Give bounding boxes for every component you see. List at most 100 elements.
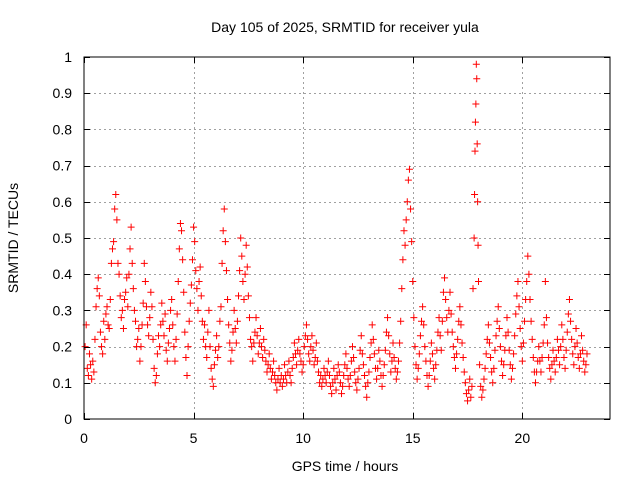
data-point <box>511 332 519 340</box>
data-point <box>477 382 485 390</box>
data-point <box>140 259 148 267</box>
data-point <box>135 325 143 332</box>
data-point <box>578 332 586 340</box>
data-point <box>305 350 313 358</box>
data-point <box>544 339 552 347</box>
data-point <box>300 343 308 351</box>
data-point <box>413 375 421 383</box>
data-point <box>393 368 401 376</box>
data-point <box>231 325 239 332</box>
data-point <box>111 205 119 213</box>
data-point <box>206 343 214 351</box>
data-point <box>319 375 327 383</box>
data-point <box>157 321 165 329</box>
data-point <box>487 353 495 361</box>
data-point <box>395 357 403 365</box>
data-point <box>287 379 295 387</box>
data-point <box>221 238 229 246</box>
data-point <box>504 328 512 336</box>
data-point <box>408 238 416 246</box>
data-point <box>556 361 564 369</box>
data-point <box>171 357 179 365</box>
data-point <box>344 375 352 383</box>
data-point <box>561 364 569 372</box>
data-point <box>445 306 453 314</box>
data-point <box>542 314 550 322</box>
data-point <box>151 379 159 387</box>
data-point <box>186 299 194 307</box>
data-point <box>369 335 377 343</box>
data-point <box>426 357 434 365</box>
data-point <box>150 364 158 372</box>
data-point <box>294 346 302 354</box>
data-point <box>469 285 477 293</box>
data-point <box>474 198 482 206</box>
data-point <box>546 364 554 372</box>
data-point <box>208 375 216 383</box>
data-point <box>284 368 292 376</box>
data-point <box>239 277 247 285</box>
data-point <box>370 350 378 358</box>
data-point <box>114 259 122 267</box>
data-point <box>441 274 449 282</box>
data-point <box>466 375 474 383</box>
data-point <box>312 339 320 347</box>
data-point <box>524 252 532 260</box>
data-point <box>256 325 264 332</box>
x-tick-label: 0 <box>80 430 88 446</box>
data-point <box>91 335 99 343</box>
data-point <box>535 343 543 351</box>
data-point <box>87 361 95 369</box>
data-point <box>364 379 372 387</box>
data-point <box>427 339 435 347</box>
data-point <box>547 375 555 383</box>
data-point <box>222 267 230 275</box>
data-point <box>279 375 287 383</box>
data-point <box>118 306 126 314</box>
data-point <box>499 372 507 380</box>
data-point <box>390 353 398 361</box>
data-point <box>399 256 407 264</box>
data-point <box>506 361 514 369</box>
data-point <box>493 317 501 325</box>
data-point <box>473 140 481 148</box>
data-point <box>302 321 310 329</box>
data-point <box>471 191 479 199</box>
data-point <box>411 343 419 351</box>
data-point <box>359 361 367 369</box>
data-point <box>298 368 306 376</box>
data-point <box>391 364 399 372</box>
data-point <box>398 285 406 293</box>
data-point <box>204 328 212 336</box>
data-point <box>333 372 341 380</box>
data-point <box>428 350 436 358</box>
data-point <box>258 343 266 351</box>
data-point <box>475 277 482 285</box>
data-point <box>96 328 104 336</box>
data-point <box>330 364 338 372</box>
data-point <box>174 277 182 285</box>
data-point <box>455 317 463 325</box>
data-point <box>307 343 315 351</box>
x-tick-labels: 0 5 10 15 20 <box>80 430 530 446</box>
x-axis-label: GPS time / hours <box>292 458 399 474</box>
data-point <box>217 303 225 311</box>
data-point <box>339 382 347 390</box>
data-point <box>209 382 217 390</box>
data-point <box>130 306 138 314</box>
data-point <box>403 198 411 206</box>
y-tick-label: 0.1 <box>53 375 73 391</box>
data-point <box>472 60 480 68</box>
data-point <box>446 288 454 296</box>
data-point <box>249 357 257 365</box>
data-point <box>101 335 109 343</box>
data-point <box>425 372 433 380</box>
data-point <box>347 357 355 365</box>
data-point <box>132 317 140 325</box>
data-point <box>332 386 340 394</box>
x-tick-label: 15 <box>405 430 421 446</box>
data-point <box>436 332 444 340</box>
data-point <box>253 332 261 340</box>
data-point <box>187 281 195 289</box>
data-point <box>508 364 516 372</box>
